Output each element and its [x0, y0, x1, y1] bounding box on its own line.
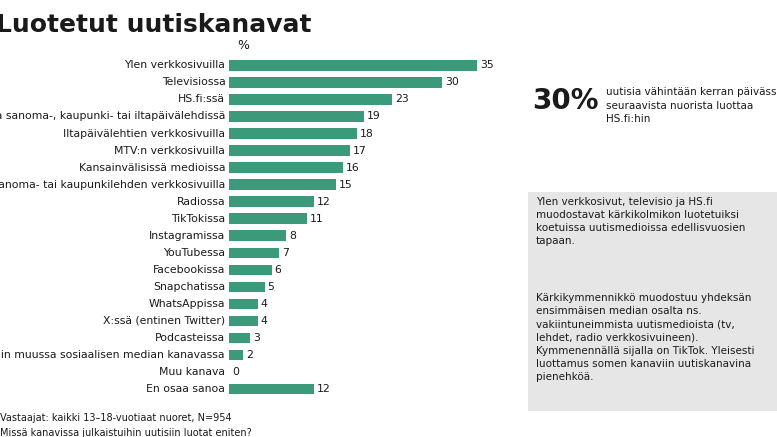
Bar: [229, 384, 314, 395]
Text: Televisiossa: Televisiossa: [162, 77, 225, 87]
Text: 11: 11: [310, 214, 324, 224]
Text: 12: 12: [317, 384, 331, 394]
Bar: [229, 162, 343, 173]
Text: 35: 35: [480, 60, 494, 70]
Bar: [229, 94, 392, 105]
Bar: [229, 333, 250, 343]
Text: 17: 17: [353, 146, 366, 156]
Bar: [229, 128, 357, 139]
Text: 7: 7: [282, 248, 288, 258]
Text: Instagramissa: Instagramissa: [149, 231, 225, 241]
Bar: [229, 350, 243, 361]
Text: Vastaajat: kaikki 13–18-vuotiaat nuoret, N=954: Vastaajat: kaikki 13–18-vuotiaat nuoret,…: [0, 413, 232, 423]
Bar: [229, 196, 314, 207]
Bar: [229, 213, 307, 224]
Text: Kärkikymmennikkö muodostuu yhdeksän
ensimmäisen median osalta ns.
vakiintuneimmi: Kärkikymmennikkö muodostuu yhdeksän ensi…: [536, 293, 754, 382]
Text: 5: 5: [267, 282, 274, 292]
Text: 15: 15: [339, 180, 352, 190]
Text: 16: 16: [346, 163, 359, 173]
Text: Snapchatissa: Snapchatissa: [153, 282, 225, 292]
Text: YouTubessa: YouTubessa: [163, 248, 225, 258]
Text: 19: 19: [367, 111, 381, 121]
Text: Oman alueen sanoma- tai kaupunkilehden verkkosivuilla: Oman alueen sanoma- tai kaupunkilehden v…: [0, 180, 225, 190]
Bar: [229, 145, 350, 156]
Text: 12: 12: [317, 197, 331, 207]
Text: 8: 8: [289, 231, 295, 241]
Text: Muu kanava: Muu kanava: [159, 367, 225, 377]
Text: Painetuissa sanoma-, kaupunki- tai iltapäivälehdissä: Painetuissa sanoma-, kaupunki- tai iltap…: [0, 111, 225, 121]
Text: Jossain muussa sosiaalisen median kanavassa: Jossain muussa sosiaalisen median kanava…: [0, 350, 225, 360]
Text: 30%: 30%: [532, 87, 599, 115]
Text: X:ssä (entinen Twitter): X:ssä (entinen Twitter): [103, 316, 225, 326]
Bar: [229, 281, 265, 292]
Text: 4: 4: [260, 299, 267, 309]
Text: Facebookissa: Facebookissa: [153, 265, 225, 275]
Text: Kansainvälisissä medioissa: Kansainvälisissä medioissa: [78, 163, 225, 173]
Text: Ylen verkkosivuilla: Ylen verkkosivuilla: [124, 60, 225, 70]
Text: 6: 6: [274, 265, 281, 275]
Text: 2: 2: [246, 350, 253, 360]
Text: Podcasteissa: Podcasteissa: [155, 333, 225, 343]
Text: TikTokissa: TikTokissa: [171, 214, 225, 224]
Bar: [229, 111, 364, 122]
Text: 3: 3: [253, 333, 260, 343]
Text: MTV:n verkkosivuilla: MTV:n verkkosivuilla: [114, 146, 225, 156]
Bar: [229, 230, 286, 241]
Bar: [229, 179, 336, 190]
Text: 0: 0: [232, 367, 239, 377]
Bar: [229, 316, 257, 326]
Bar: [229, 247, 279, 258]
Text: En osaa sanoa: En osaa sanoa: [146, 384, 225, 394]
Text: 23: 23: [395, 94, 409, 104]
Bar: [229, 77, 442, 88]
Text: 4: 4: [260, 316, 267, 326]
Text: Radiossa: Radiossa: [176, 197, 225, 207]
Bar: [229, 60, 477, 71]
Text: Luotetut uutiskanavat: Luotetut uutiskanavat: [0, 13, 312, 37]
Text: Iltapäivälehtien verkkosivuilla: Iltapäivälehtien verkkosivuilla: [64, 128, 225, 139]
Text: WhatsAppissa: WhatsAppissa: [149, 299, 225, 309]
Text: HS.fi:ssä: HS.fi:ssä: [179, 94, 225, 104]
Text: uutisia vähintään kerran päivässä
seuraavista nuorista luottaa
HS.fi:hin: uutisia vähintään kerran päivässä seuraa…: [606, 87, 777, 124]
Text: Missä kanavissa julkaistuihin uutisiin luotat eniten?: Missä kanavissa julkaistuihin uutisiin l…: [0, 428, 252, 437]
Bar: [229, 264, 272, 275]
Text: 30: 30: [444, 77, 458, 87]
Text: Ylen verkkosivut, televisio ja HS.fi
muodostavat kärkikolmikon luotetuiksi
koetu: Ylen verkkosivut, televisio ja HS.fi muo…: [536, 197, 745, 246]
Text: 18: 18: [360, 128, 374, 139]
Bar: [229, 298, 257, 309]
Text: %: %: [237, 39, 249, 52]
